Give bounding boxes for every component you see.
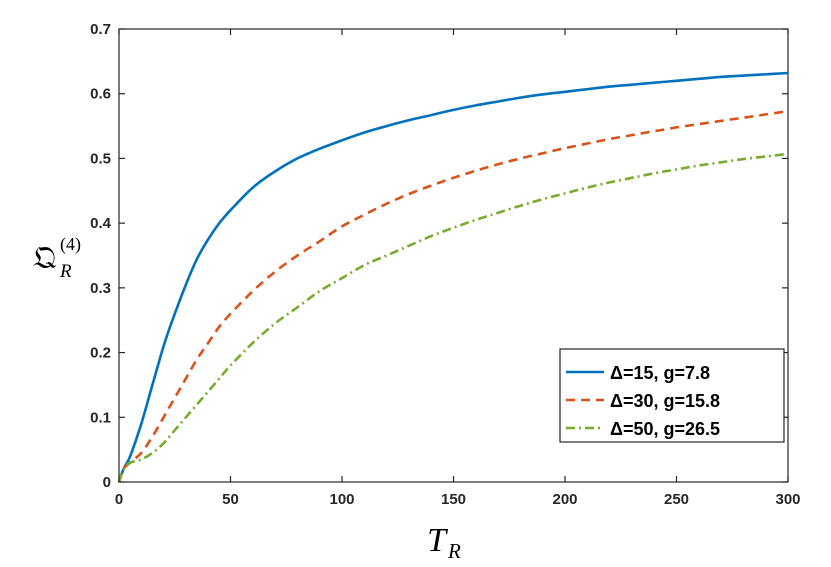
y-axis-label: 𝔔 R (4) (33, 234, 81, 282)
x-axis-label-sub: R (447, 539, 461, 563)
x-tick-label: 50 (222, 491, 239, 508)
legend-label-2: Δ=30, g=15.8 (610, 391, 720, 411)
series-line-3 (117, 152, 789, 483)
series-line-2 (117, 109, 789, 483)
svg-text:R: R (59, 261, 72, 282)
svg-text:(4): (4) (60, 234, 81, 255)
y-tick-label: 0 (103, 474, 111, 491)
svg-text:R: R (447, 539, 461, 563)
x-tick-label: 300 (775, 491, 800, 508)
x-axis-label: T R (427, 522, 461, 563)
x-axis-label-main: T (427, 522, 448, 559)
y-tick-label: 0.3 (90, 280, 111, 297)
y-axis-label-main: 𝔔 (33, 240, 56, 276)
legend-label-3: Δ=50, g=26.5 (610, 419, 720, 439)
y-tick-label: 0.4 (90, 215, 112, 232)
x-tick-label: 200 (552, 491, 577, 508)
x-tick-label: 250 (664, 491, 689, 508)
y-axis-label-sup: (4) (60, 234, 81, 255)
y-tick-label: 0.7 (90, 21, 111, 38)
y-tick-label: 0.1 (90, 409, 111, 426)
y-tick-label: 0.5 (90, 150, 111, 167)
tick-layer: 0 50 100 150 200 250 300 0 0.1 0.2 0.3 0.4 0.5 0.6 0.7 (90, 21, 800, 508)
x-tick-label: 100 (329, 491, 354, 508)
legend-label-1: Δ=15, g=7.8 (610, 363, 710, 383)
y-axis-label-sub: R (59, 261, 72, 282)
y-tick-label: 0.2 (90, 345, 111, 362)
x-tick-label: 150 (441, 491, 466, 508)
legend: Δ=15, g=7.8 Δ=30, g=15.8 Δ=50, g=26.5 (559, 348, 785, 443)
series-layer (117, 71, 789, 483)
y-tick-label: 0.6 (90, 86, 111, 103)
x-tick-label: 0 (115, 491, 123, 508)
series-line-1 (117, 71, 789, 483)
svg-text:𝔔: 𝔔 (33, 240, 56, 276)
svg-text:T: T (427, 522, 448, 559)
